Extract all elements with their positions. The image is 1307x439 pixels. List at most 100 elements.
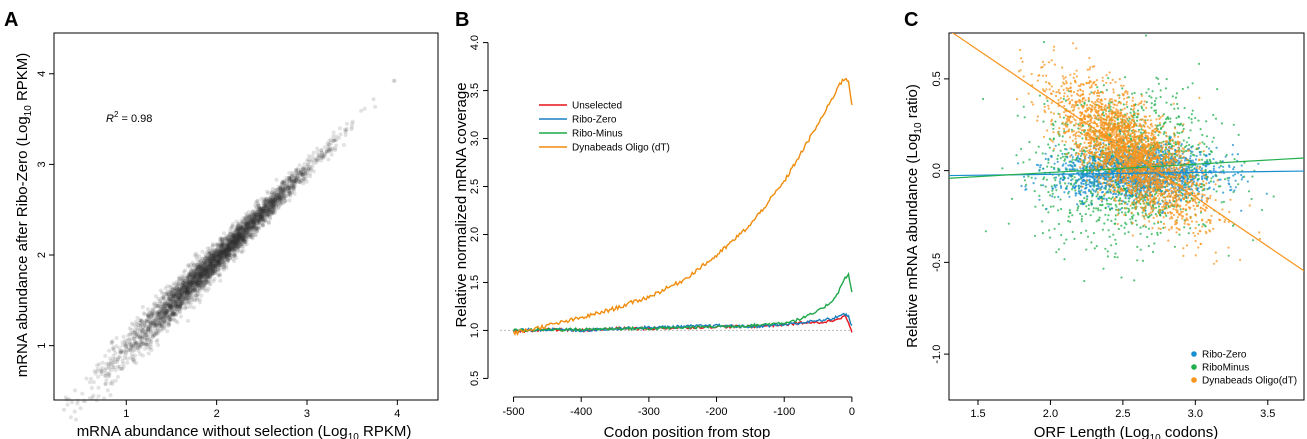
data-point xyxy=(234,227,238,232)
data-point xyxy=(323,153,328,158)
data-point xyxy=(256,218,261,223)
data-point xyxy=(192,273,197,278)
data-point xyxy=(254,226,259,231)
data-point xyxy=(261,196,266,201)
data-point xyxy=(144,318,149,323)
data-point xyxy=(106,371,111,376)
data-point xyxy=(208,271,213,276)
data-point xyxy=(167,294,172,299)
data-point xyxy=(256,217,261,222)
data-point xyxy=(1190,118,1193,121)
data-point xyxy=(219,248,224,253)
data-point xyxy=(207,271,212,276)
legend-label: Ribo-Minus xyxy=(572,129,623,140)
data-point xyxy=(218,261,223,265)
data-point xyxy=(272,199,276,204)
data-point xyxy=(267,197,272,202)
data-point xyxy=(1157,114,1160,117)
data-point xyxy=(319,148,324,153)
data-point xyxy=(191,274,196,278)
data-point xyxy=(231,234,236,239)
data-point xyxy=(303,171,308,176)
data-point xyxy=(240,233,245,238)
data-point xyxy=(227,247,232,252)
data-point xyxy=(164,301,169,306)
data-point xyxy=(197,277,201,282)
data-point xyxy=(282,199,287,204)
data-point xyxy=(242,217,247,222)
data-point xyxy=(199,293,204,298)
data-point xyxy=(222,246,227,251)
data-point xyxy=(153,294,158,299)
data-point xyxy=(193,293,198,298)
data-point xyxy=(203,256,207,261)
data-point xyxy=(207,257,212,262)
data-point xyxy=(179,274,184,279)
data-point xyxy=(190,266,195,271)
data-point xyxy=(241,231,246,236)
data-point xyxy=(169,299,174,304)
data-point xyxy=(197,300,202,305)
data-point xyxy=(78,406,83,411)
data-point xyxy=(179,290,184,295)
panel-a-x-axis-label: mRNA abundance without selection (Log10 … xyxy=(77,423,412,439)
data-point xyxy=(267,208,272,212)
data-point xyxy=(103,373,108,378)
data-point xyxy=(1154,109,1158,112)
data-point xyxy=(261,207,266,211)
data-point xyxy=(137,343,142,348)
data-point xyxy=(1187,116,1191,119)
data-point xyxy=(242,227,247,232)
data-point xyxy=(153,326,158,331)
data-point xyxy=(237,238,242,242)
data-point xyxy=(156,329,161,334)
data-point xyxy=(235,233,240,237)
data-point xyxy=(222,253,227,258)
data-point xyxy=(251,220,255,224)
data-point xyxy=(204,265,209,270)
data-point xyxy=(186,283,191,288)
data-point xyxy=(155,328,160,333)
data-point xyxy=(204,262,209,267)
data-point xyxy=(178,292,183,297)
data-point xyxy=(334,134,339,139)
data-point xyxy=(1054,120,1057,123)
data-point xyxy=(255,210,260,215)
data-point xyxy=(210,258,215,263)
x-tick-label: 1 xyxy=(123,408,129,420)
data-point xyxy=(219,245,224,250)
data-point xyxy=(246,218,251,223)
data-point xyxy=(284,189,289,194)
data-point xyxy=(216,259,221,264)
data-point xyxy=(198,273,203,278)
data-point xyxy=(189,273,194,278)
data-point xyxy=(185,290,189,295)
data-point xyxy=(169,294,174,299)
data-point xyxy=(1183,226,1186,229)
data-point xyxy=(143,330,148,335)
data-point xyxy=(292,179,297,184)
data-point xyxy=(223,248,228,253)
data-point xyxy=(151,319,156,324)
data-point xyxy=(124,341,129,346)
data-point xyxy=(213,254,218,259)
data-point xyxy=(144,324,149,329)
data-point xyxy=(272,191,277,196)
data-point xyxy=(217,263,222,268)
data-point xyxy=(166,315,171,320)
data-point xyxy=(238,235,243,240)
data-point xyxy=(202,277,207,282)
data-point xyxy=(1103,114,1106,117)
data-point xyxy=(1136,259,1139,262)
data-point xyxy=(235,242,240,247)
data-point xyxy=(221,264,225,269)
data-point xyxy=(244,230,249,235)
data-point xyxy=(1185,149,1188,153)
data-point xyxy=(205,250,209,255)
data-point xyxy=(254,221,259,225)
data-point xyxy=(218,273,223,278)
data-point xyxy=(265,189,270,194)
panel-b-y-axis-label: Relative normalized mRNA coverage xyxy=(453,82,470,327)
data-point xyxy=(231,237,236,242)
data-point xyxy=(178,292,183,297)
